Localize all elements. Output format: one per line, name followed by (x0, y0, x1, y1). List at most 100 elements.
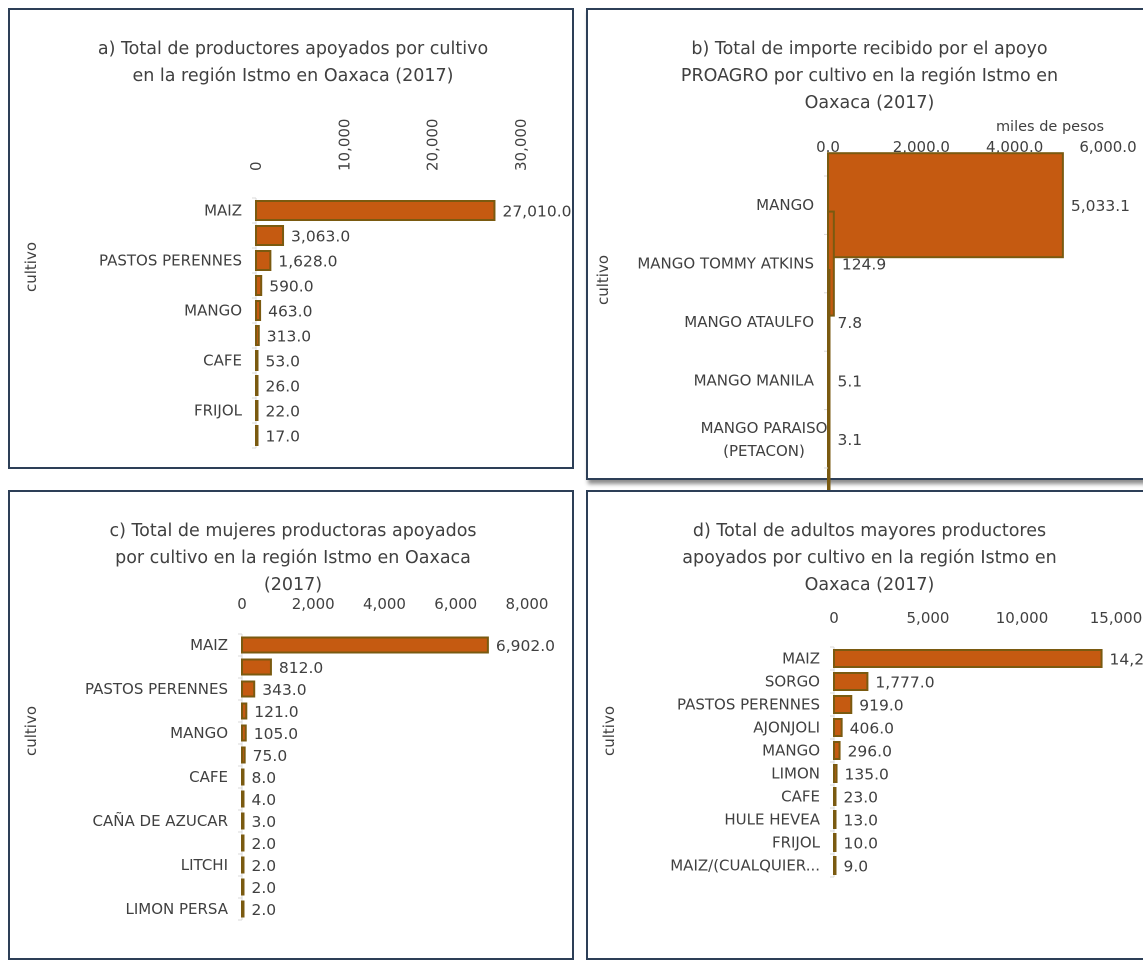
category-label: MAIZ/(CUALQUIER... (670, 857, 820, 875)
bar (827, 152, 1064, 259)
category-label-line: MANGO PARAISO (701, 419, 828, 437)
category-label: PASTOS PERENNES (99, 252, 242, 270)
chart-title-line: en la región Istmo en Oaxaca (2017) (132, 66, 454, 86)
x-tick-label: 8,000 (506, 595, 549, 613)
category-label: PASTOS PERENNES (677, 696, 820, 714)
category-label: SORGO (765, 673, 820, 691)
category-label-line: LIMON (771, 765, 820, 783)
data-label: 9.0 (844, 858, 869, 876)
bar (255, 425, 259, 446)
bar (833, 649, 1103, 668)
data-label: 2.0 (252, 879, 277, 897)
x-tick-label: 5,000 (907, 609, 950, 627)
bar (833, 787, 837, 806)
data-label: 7.8 (838, 314, 863, 332)
data-label: 2.0 (252, 901, 277, 919)
category-label: MANGO (184, 302, 242, 320)
bar (241, 900, 245, 918)
bar (255, 400, 259, 421)
category-label: FRIJOL (194, 402, 243, 420)
data-label: 296.0 (848, 743, 892, 761)
data-label: 919.0 (859, 697, 903, 715)
bar (255, 350, 259, 371)
category-label: CAFE (189, 768, 228, 786)
data-label: 463.0 (268, 303, 312, 321)
x-tick-label: 10,000 (335, 119, 353, 172)
category-label-line: PASTOS PERENNES (677, 696, 820, 714)
category-label: MANGO (762, 742, 820, 760)
category-label: AJONJOLI (753, 719, 820, 737)
bar (255, 250, 272, 271)
category-label: CAÑA DE AZUCAR (93, 811, 228, 830)
chart-panel-d: d) Total de adultos mayores productores … (586, 490, 1143, 960)
category-label-line: MANGO TOMMY ATKINS (637, 255, 814, 273)
category-label: MAIZ (190, 636, 228, 654)
chart-panel-a: a) Total de productores apoyados por cul… (8, 8, 574, 469)
data-label: 590.0 (269, 278, 313, 296)
data-label: 3.0 (252, 813, 277, 831)
category-label: MANGO PARAISO (PETACON) (701, 419, 828, 460)
category-label-line: MAIZ/(CUALQUIER... (670, 857, 820, 875)
bar (241, 878, 245, 896)
category-label-line: FRIJOL (772, 834, 821, 852)
x-tick-label: 20,000 (424, 119, 442, 172)
bar (827, 385, 831, 492)
category-label: CAFE (781, 788, 820, 806)
data-label: 105.0 (254, 725, 298, 743)
chart-title: c) Total de mujeres productoras apoyados… (10, 518, 576, 599)
category-label-line: AJONJOLI (753, 719, 820, 737)
chart-title-line: apoyados por cultivo en la región Istmo … (682, 548, 1057, 568)
bar (833, 856, 837, 875)
category-label: HULE HEVEA (724, 811, 820, 829)
data-label: 5,033.1 (1071, 197, 1130, 215)
bar (241, 702, 248, 720)
x-tick-label: 30,000 (512, 119, 530, 172)
category-label: MAIZ (204, 202, 242, 220)
x-tick-label: 4,000 (363, 595, 406, 613)
bar-chart-c: 0 2,000 4,000 6,000 8,000 cultivo 6,902.0 MAIZ 8… (22, 595, 555, 921)
bar (255, 325, 260, 346)
bar (827, 210, 835, 317)
data-label: 6,902.0 (496, 637, 555, 655)
category-label-line: CAFE (189, 768, 228, 786)
bar (241, 636, 489, 654)
category-label: MANGO (170, 724, 228, 742)
data-label: 17.0 (266, 428, 301, 446)
bar (241, 658, 272, 676)
category-label: FRIJOL (772, 834, 821, 852)
category-label: MANGO TOMMY ATKINS (637, 255, 814, 273)
bar (241, 724, 247, 742)
chart-title-line: PROAGRO por cultivo en la región Istmo e… (680, 66, 1059, 86)
chart-title-line: c) Total de mujeres productoras apoyados (109, 521, 477, 541)
data-label: 22.0 (266, 403, 301, 421)
chart-title: a) Total de productores apoyados por cul… (10, 36, 576, 90)
category-label-line: MANGO (184, 302, 242, 320)
bar (833, 764, 838, 783)
category-label-line: MANGO (762, 742, 820, 760)
category-label-line: MAIZ (190, 636, 228, 654)
bar-chart-a: 0 10,000 20,000 30,000 cultivo 27,010.0 MAIZ 3,… (22, 119, 571, 449)
data-label: 1,777.0 (875, 674, 934, 692)
category-label-line: LIMON PERSA (125, 900, 228, 918)
bar (241, 790, 245, 808)
x-tick-label: 0 (829, 609, 839, 627)
data-label: 2.0 (252, 835, 277, 853)
bar (241, 812, 245, 830)
data-label: 313.0 (267, 328, 311, 346)
bar (241, 680, 256, 698)
category-label: MANGO MANILA (694, 371, 815, 389)
category-label: PASTOS PERENNES (85, 680, 228, 698)
data-label: 3.1 (838, 431, 863, 449)
bar (241, 856, 245, 874)
chart-title: d) Total de adultos mayores productores … (588, 518, 1143, 599)
y-axis-label: cultivo (594, 255, 612, 305)
chart-title-line: a) Total de productores apoyados por cul… (97, 39, 489, 59)
y-axis-label: cultivo (22, 706, 40, 756)
data-label: 1,628.0 (278, 253, 337, 271)
data-label: 13.0 (844, 812, 879, 830)
category-label: MANGO (756, 196, 814, 214)
bar (241, 834, 245, 852)
category-label-line: MANGO (756, 196, 814, 214)
chart-title-line: por cultivo en la región Istmo en Oaxaca (115, 548, 471, 568)
category-label: CAFE (203, 352, 242, 370)
